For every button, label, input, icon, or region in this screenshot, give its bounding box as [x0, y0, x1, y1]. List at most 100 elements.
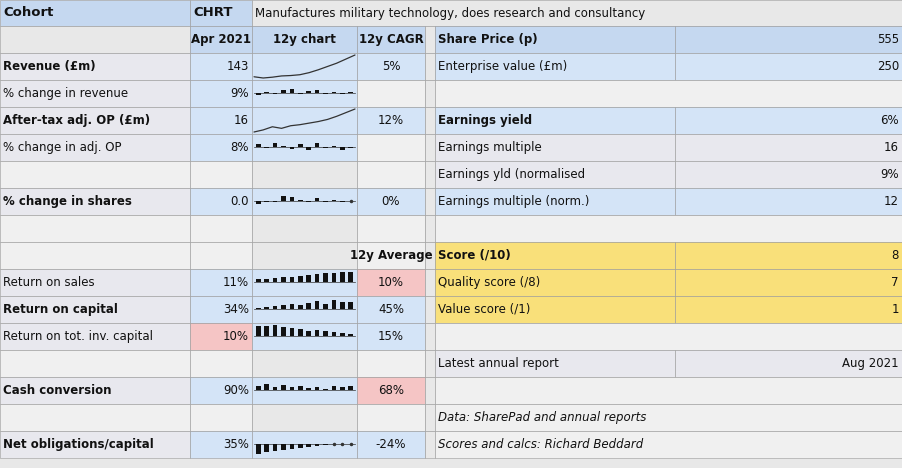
Text: Aug 2021: Aug 2021 — [842, 357, 899, 370]
Text: 11%: 11% — [223, 276, 249, 289]
Bar — [323, 388, 327, 390]
Bar — [435, 215, 902, 242]
Bar — [264, 384, 269, 390]
Bar — [290, 304, 294, 309]
Bar — [281, 385, 286, 390]
Bar — [435, 404, 902, 431]
Bar — [252, 188, 357, 215]
Bar — [357, 215, 425, 242]
Bar — [281, 196, 286, 201]
Text: Net obligations/capital: Net obligations/capital — [3, 438, 153, 451]
Bar — [675, 26, 902, 53]
Bar — [675, 161, 902, 188]
Bar — [190, 377, 252, 404]
Bar — [425, 404, 435, 431]
Bar — [332, 300, 336, 309]
Text: 8%: 8% — [231, 141, 249, 154]
Bar — [675, 242, 902, 269]
Bar — [323, 273, 327, 282]
Bar — [357, 161, 425, 188]
Bar — [298, 276, 302, 282]
Bar — [298, 386, 302, 390]
Bar — [252, 242, 357, 269]
Bar — [425, 26, 435, 53]
Bar — [256, 279, 261, 282]
Bar — [340, 93, 345, 94]
Bar — [190, 431, 252, 458]
Text: 1: 1 — [891, 303, 899, 316]
Bar — [307, 147, 311, 150]
Bar — [675, 188, 902, 215]
Bar — [190, 404, 252, 431]
Bar — [323, 93, 327, 95]
Bar — [348, 301, 353, 309]
Bar — [675, 350, 902, 377]
Bar — [252, 404, 357, 431]
Bar — [332, 273, 336, 282]
Bar — [340, 147, 345, 150]
Bar — [272, 278, 277, 282]
Text: 9%: 9% — [880, 168, 899, 181]
Bar — [425, 161, 435, 188]
Bar — [425, 377, 435, 404]
Bar — [307, 201, 311, 202]
Text: Apr 2021: Apr 2021 — [191, 33, 251, 46]
Bar — [264, 326, 269, 336]
Text: 35%: 35% — [223, 438, 249, 451]
Bar — [425, 188, 435, 215]
Bar — [315, 387, 319, 390]
Bar — [0, 377, 190, 404]
Bar — [675, 53, 902, 80]
Bar — [290, 388, 294, 390]
Bar — [675, 107, 902, 134]
Bar — [675, 296, 902, 323]
Bar — [0, 80, 190, 107]
Bar — [252, 107, 357, 134]
Bar — [281, 90, 286, 93]
Bar — [435, 188, 675, 215]
Text: 10%: 10% — [223, 330, 249, 343]
Text: 10%: 10% — [378, 276, 404, 289]
Bar — [435, 296, 675, 323]
Bar — [272, 306, 277, 309]
Bar — [315, 274, 319, 282]
Bar — [0, 26, 190, 53]
Bar — [281, 444, 286, 450]
Text: Revenue (£m): Revenue (£m) — [3, 60, 96, 73]
Bar — [0, 269, 190, 296]
Bar — [281, 146, 286, 147]
Text: Share Price (p): Share Price (p) — [438, 33, 538, 46]
Bar — [298, 444, 302, 448]
Text: 12y Average: 12y Average — [350, 249, 432, 262]
Bar — [340, 333, 345, 336]
Bar — [340, 302, 345, 309]
Bar — [435, 134, 675, 161]
Bar — [0, 431, 190, 458]
Bar — [190, 188, 252, 215]
Bar — [357, 323, 425, 350]
Text: % change in adj. OP: % change in adj. OP — [3, 141, 122, 154]
Bar — [264, 307, 269, 309]
Bar — [256, 444, 261, 453]
Bar — [425, 107, 435, 134]
Bar — [357, 80, 425, 107]
Bar — [256, 326, 261, 336]
Bar — [425, 215, 435, 242]
Bar — [348, 334, 353, 336]
Bar — [298, 329, 302, 336]
Bar — [290, 89, 294, 93]
Bar — [290, 444, 294, 449]
Bar — [264, 92, 269, 93]
Bar — [357, 242, 425, 269]
Text: 16: 16 — [884, 141, 899, 154]
Bar — [272, 143, 277, 147]
Text: 34%: 34% — [223, 303, 249, 316]
Bar — [340, 272, 345, 282]
Bar — [332, 146, 336, 147]
Text: Latest annual report: Latest annual report — [438, 357, 559, 370]
Bar — [190, 26, 252, 53]
Bar — [357, 134, 425, 161]
Text: 68%: 68% — [378, 384, 404, 397]
Bar — [340, 201, 345, 202]
Bar — [190, 296, 252, 323]
